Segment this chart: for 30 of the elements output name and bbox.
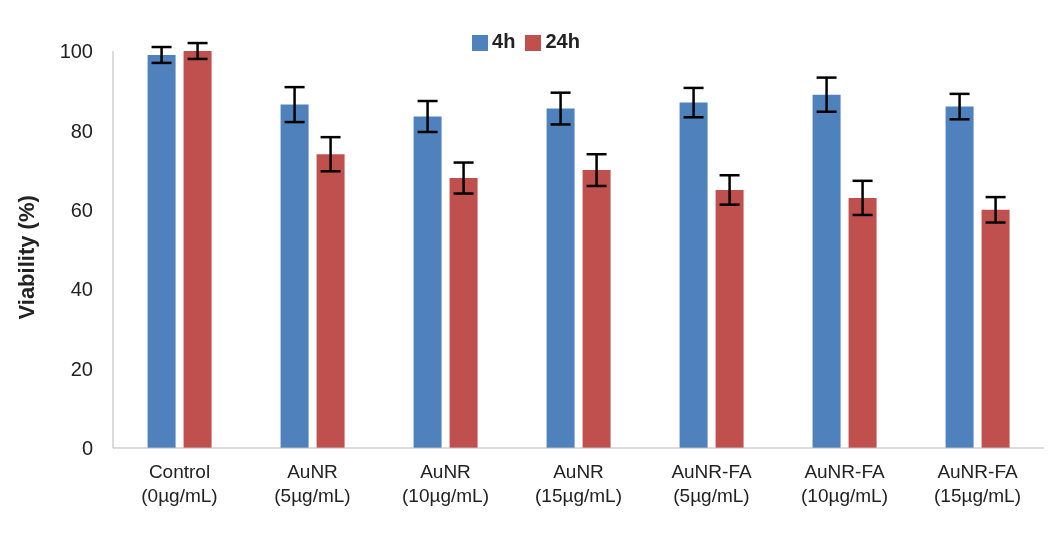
x-tick-label: AuNR-FA (15µg/mL) xyxy=(934,461,1021,506)
y-tick-label: 100 xyxy=(59,40,93,63)
y-axis-title: Viability (%) xyxy=(13,195,39,320)
bar xyxy=(183,51,212,448)
bar xyxy=(316,154,345,448)
bar xyxy=(413,116,442,448)
bar xyxy=(679,102,708,448)
y-tick-label: 20 xyxy=(70,357,93,380)
y-tick-label: 40 xyxy=(70,278,93,301)
bar xyxy=(715,189,744,448)
bar xyxy=(848,197,877,448)
bar xyxy=(981,209,1010,448)
x-tick-label: Control (0µg/mL) xyxy=(141,461,218,506)
bar xyxy=(449,178,478,448)
bar xyxy=(546,108,575,448)
bar xyxy=(582,170,611,448)
x-tick-label: AuNR-FA (10µg/mL) xyxy=(801,461,888,506)
y-tick-label: 80 xyxy=(70,119,93,142)
y-tick-label: 0 xyxy=(81,437,93,460)
legend-label: 24h xyxy=(545,30,580,52)
bar xyxy=(945,106,974,448)
x-tick-label: AuNR (5µg/mL) xyxy=(274,461,351,506)
x-tick-label: AuNR (15µg/mL) xyxy=(535,461,622,506)
x-tick-label: AuNR (10µg/mL) xyxy=(402,461,489,506)
x-tick-label: AuNR-FA (5µg/mL) xyxy=(671,461,752,506)
y-tick-label: 60 xyxy=(70,198,93,221)
bar xyxy=(280,104,309,448)
legend-label: 4h xyxy=(492,30,516,52)
bar xyxy=(812,94,841,448)
bar xyxy=(147,54,176,448)
